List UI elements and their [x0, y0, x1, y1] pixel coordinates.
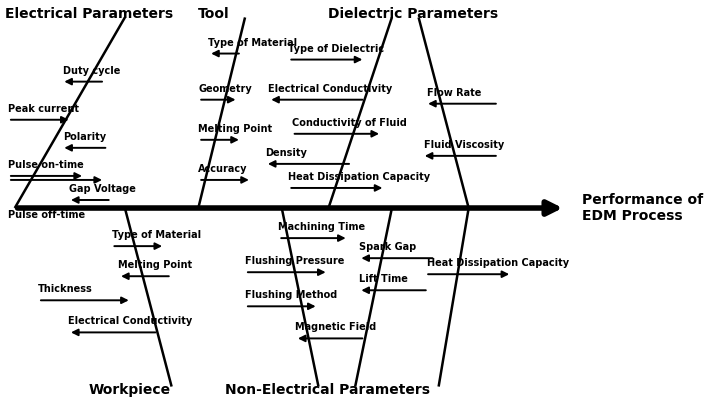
Text: Tool: Tool: [198, 7, 230, 21]
Text: Heat Dissipation Capacity: Heat Dissipation Capacity: [427, 258, 569, 268]
Text: Conductivity of Fluid: Conductivity of Fluid: [292, 118, 407, 128]
Text: Workpiece: Workpiece: [88, 383, 170, 397]
Text: Duty cycle: Duty cycle: [63, 65, 120, 76]
Text: Melting Point: Melting Point: [198, 124, 273, 134]
Text: Thickness: Thickness: [38, 284, 93, 294]
Text: Heat Dissipation Capacity: Heat Dissipation Capacity: [288, 172, 431, 182]
Text: Non-Electrical Parameters: Non-Electrical Parameters: [225, 383, 430, 397]
Text: Lift Time: Lift Time: [359, 274, 408, 284]
Text: Geometry: Geometry: [198, 84, 252, 94]
Text: Type of Dielectric: Type of Dielectric: [288, 44, 385, 54]
Text: Melting Point: Melting Point: [118, 260, 193, 270]
Text: Electrical Conductivity: Electrical Conductivity: [68, 316, 193, 326]
Text: Machining Time: Machining Time: [278, 222, 365, 232]
Text: Peak current: Peak current: [8, 104, 79, 114]
Text: Magnetic Field: Magnetic Field: [295, 322, 376, 332]
Text: Pulse on-time: Pulse on-time: [8, 160, 84, 170]
Text: Accuracy: Accuracy: [198, 164, 248, 174]
Text: Electrical Conductivity: Electrical Conductivity: [268, 84, 393, 94]
Text: Type of Material: Type of Material: [209, 38, 298, 48]
Text: Flushing Method: Flushing Method: [245, 290, 337, 300]
Text: Spark Gap: Spark Gap: [359, 242, 416, 252]
Text: Type of Material: Type of Material: [111, 230, 201, 240]
Text: Fluid Viscosity: Fluid Viscosity: [424, 140, 504, 150]
Text: Dielectric Parameters: Dielectric Parameters: [329, 7, 498, 21]
Text: Electrical Parameters: Electrical Parameters: [5, 7, 173, 21]
Text: Pulse off-time: Pulse off-time: [8, 210, 85, 220]
Text: Polarity: Polarity: [63, 132, 106, 142]
Text: Flow Rate: Flow Rate: [427, 88, 482, 98]
Text: Performance of
EDM Process: Performance of EDM Process: [582, 193, 703, 223]
Text: Gap Voltage: Gap Voltage: [70, 184, 137, 194]
Text: Flushing Pressure: Flushing Pressure: [245, 256, 344, 266]
Text: Density: Density: [265, 148, 307, 158]
